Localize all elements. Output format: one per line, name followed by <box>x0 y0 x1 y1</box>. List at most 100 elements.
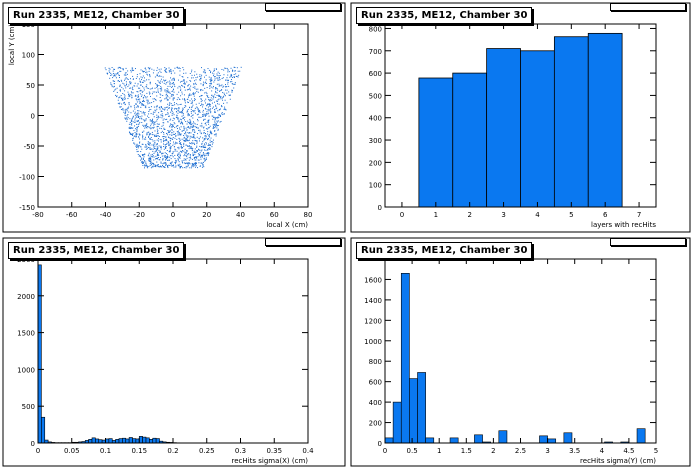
scatter-point <box>190 125 192 127</box>
scatter-point <box>209 148 211 150</box>
scatter-point <box>160 88 162 90</box>
scatter-point <box>147 103 149 105</box>
scatter-point <box>118 74 120 76</box>
scatter-point <box>165 79 167 81</box>
y-tick-label: 600 <box>369 379 382 387</box>
scatter-point <box>184 86 186 88</box>
scatter-point <box>183 158 185 160</box>
scatter-point <box>203 126 205 128</box>
scatter-point <box>202 164 204 166</box>
scatter-point <box>224 94 226 96</box>
scatter-point <box>138 125 140 127</box>
scatter-point <box>220 96 222 98</box>
scatter-point <box>107 72 109 74</box>
scatter-point <box>218 72 220 74</box>
scatter-point <box>146 166 148 168</box>
scatter-point <box>206 104 208 106</box>
scatter-point <box>148 91 150 93</box>
scatter-point <box>173 79 175 81</box>
scatter-point <box>141 77 143 79</box>
scatter-point <box>130 93 132 95</box>
scatter-point <box>164 90 166 92</box>
scatter-point <box>187 166 189 168</box>
scatter-point <box>136 127 138 129</box>
scatter-point <box>131 128 133 130</box>
scatter-point <box>154 109 156 111</box>
scatter-point <box>185 132 187 134</box>
scatter-point <box>168 71 170 73</box>
scatter-point <box>160 141 162 143</box>
scatter-point <box>214 129 216 131</box>
scatter-point <box>178 157 180 159</box>
scatter-point <box>207 152 209 154</box>
scatter-point <box>159 93 161 95</box>
scatter-point <box>187 145 189 147</box>
scatter-point <box>170 103 172 105</box>
scatter-point <box>205 155 207 157</box>
scatter-point <box>164 166 166 168</box>
y-tick-label: 50 <box>26 82 35 90</box>
scatter-point <box>163 155 165 157</box>
y-tick-label: 200 <box>369 420 382 428</box>
scatter-point <box>177 155 179 157</box>
scatter-point <box>210 80 212 82</box>
scatter-point <box>149 163 151 165</box>
scatter-point <box>132 78 134 80</box>
scatter-point <box>169 97 171 99</box>
scatter-point <box>155 166 157 168</box>
scatter-point <box>177 164 179 166</box>
scatter-point <box>152 91 154 93</box>
scatter-point <box>189 137 191 139</box>
scatter-point <box>156 106 158 108</box>
scatter-point <box>131 67 133 69</box>
scatter-point <box>185 151 187 153</box>
scatter-point <box>205 124 207 126</box>
scatter-point <box>226 67 228 69</box>
scatter-point <box>185 127 187 129</box>
scatter-point <box>189 107 191 109</box>
scatter-point <box>136 112 138 114</box>
scatter-point <box>143 138 145 140</box>
scatter-point <box>203 119 205 121</box>
scatter-point <box>165 157 167 159</box>
scatter-point <box>154 135 156 137</box>
scatter-point <box>160 68 162 70</box>
scatter-point <box>150 125 152 127</box>
scatter-point <box>194 148 196 150</box>
scatter-point <box>226 102 228 104</box>
scatter-point <box>221 84 223 86</box>
scatter-point <box>161 87 163 89</box>
scatter-point <box>215 111 217 113</box>
scatter-point <box>157 90 159 92</box>
scatter-point <box>135 133 137 135</box>
scatter-point <box>179 74 181 76</box>
scatter-point <box>193 128 195 130</box>
scatter-point <box>157 116 159 118</box>
scatter-point <box>191 106 193 108</box>
scatter-point <box>194 112 196 114</box>
scatter-point <box>185 137 187 139</box>
scatter-point <box>181 122 183 124</box>
scatter-point <box>122 92 124 94</box>
scatter-point <box>218 113 220 115</box>
scatter-point <box>174 161 176 163</box>
scatter-point <box>125 118 127 120</box>
scatter-point <box>194 153 196 155</box>
scatter-point <box>211 102 213 104</box>
scatter-point <box>166 99 168 101</box>
scatter-point <box>196 141 198 143</box>
scatter-point <box>183 69 185 71</box>
scatter-point <box>209 141 211 143</box>
scatter-point <box>172 99 174 101</box>
scatter-point <box>216 123 218 125</box>
scatter-point <box>210 78 212 80</box>
scatter-point <box>171 79 173 81</box>
scatter-point <box>203 132 205 134</box>
panel4-title: Run 2335, ME12, Chamber 30 <box>356 242 533 259</box>
scatter-point <box>202 89 204 91</box>
scatter-point <box>167 112 169 114</box>
scatter-point <box>216 73 218 75</box>
scatter-point <box>132 127 134 129</box>
scatter-point <box>183 145 185 147</box>
scatter-point <box>148 144 150 146</box>
